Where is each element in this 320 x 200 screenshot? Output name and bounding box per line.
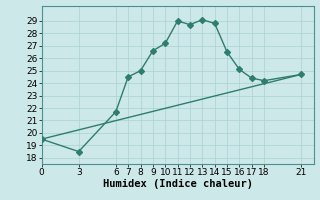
X-axis label: Humidex (Indice chaleur): Humidex (Indice chaleur) bbox=[103, 179, 252, 189]
